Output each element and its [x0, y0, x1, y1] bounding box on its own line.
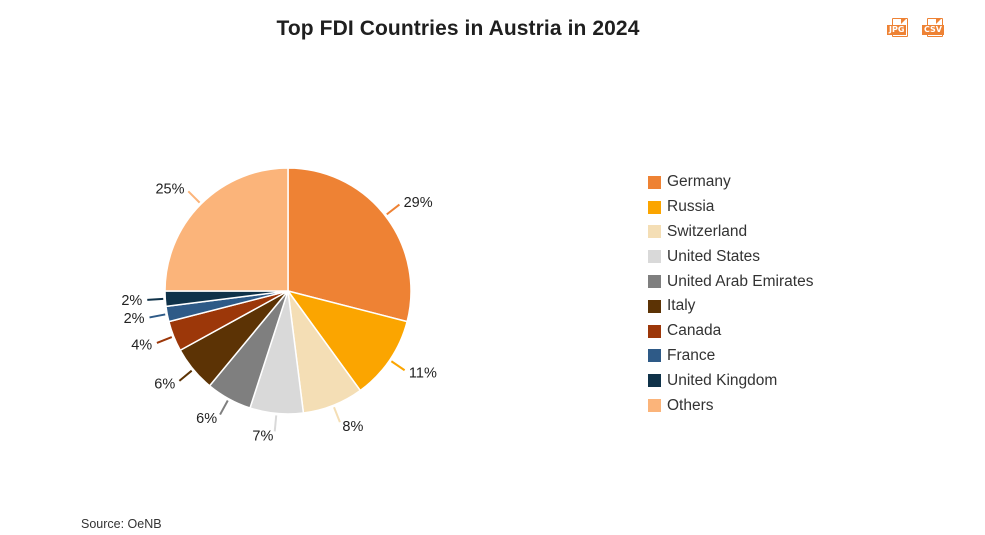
data-label-russia: 11%	[409, 366, 437, 382]
data-label-switzerland: 8%	[342, 419, 363, 435]
leader-line-switzerland	[333, 406, 341, 423]
chart-title: Top FDI Countries in Austria in 2024	[276, 17, 640, 40]
leader-line-france	[149, 313, 166, 319]
data-label-united-states: 7%	[252, 428, 273, 444]
legend-label: Others	[667, 396, 714, 414]
legend-label: France	[667, 346, 716, 364]
legend-label: Italy	[667, 297, 696, 315]
data-label-france: 2%	[124, 311, 145, 327]
export-toolbar: JPG CSV	[887, 18, 948, 39]
leader-line-canada	[156, 336, 173, 344]
leader-line-italy	[178, 369, 193, 382]
legend-item-others[interactable]: Others	[648, 393, 813, 418]
legend-item-france[interactable]: France	[648, 344, 813, 369]
legend-label: Canada	[667, 322, 722, 340]
legend-item-russia[interactable]: Russia	[648, 195, 813, 220]
legend-label: Russia	[667, 198, 715, 216]
pie-slice-germany[interactable]	[287, 167, 412, 323]
legend-label: United Kingdom	[667, 371, 778, 389]
legend-swatch	[648, 200, 661, 214]
legend-swatch	[648, 324, 661, 338]
data-label-united-arab-emirates: 6%	[196, 411, 217, 427]
leader-line-united-states	[273, 415, 278, 432]
chart-legend: Germany Russia Switzerland United States Uni…	[648, 170, 813, 418]
pie-slice-others[interactable]	[164, 167, 289, 292]
leader-line-others	[187, 190, 201, 204]
export-csv-label: CSV	[922, 25, 944, 35]
legend-item-italy[interactable]: Italy	[648, 294, 813, 319]
leader-line-russia	[390, 360, 406, 372]
export-jpg-button[interactable]: JPG	[887, 18, 913, 39]
source-note: Source: OeNB	[81, 517, 162, 531]
data-label-others: 25%	[155, 181, 184, 197]
legend-label: Switzerland	[667, 222, 748, 240]
legend-item-united-states[interactable]: United States	[648, 244, 813, 269]
legend-item-germany[interactable]: Germany	[648, 170, 813, 195]
legend-swatch	[648, 399, 661, 413]
legend-item-united-arab-emirates[interactable]: United Arab Emirates	[648, 269, 813, 294]
legend-swatch	[648, 175, 661, 189]
legend-swatch	[648, 225, 661, 239]
data-label-germany: 29%	[404, 195, 433, 211]
legend-swatch	[648, 299, 661, 313]
legend-label: United Arab Emirates	[667, 272, 814, 290]
legend-item-canada[interactable]: Canada	[648, 319, 813, 344]
data-label-italy: 6%	[154, 376, 175, 392]
data-label-canada: 4%	[131, 337, 152, 353]
legend-label: United States	[667, 247, 761, 265]
data-label-united-kingdom: 2%	[121, 293, 142, 309]
legend-swatch	[648, 374, 661, 388]
legend-label: Germany	[667, 173, 731, 191]
leader-line-germany	[386, 203, 401, 216]
legend-item-switzerland[interactable]: Switzerland	[648, 220, 813, 245]
legend-swatch	[648, 250, 661, 264]
export-jpg-label: JPG	[887, 25, 907, 35]
pie-slice-russia[interactable]	[286, 289, 409, 392]
legend-item-united-kingdom[interactable]: United Kingdom	[648, 368, 813, 393]
leader-line-united-kingdom	[147, 297, 164, 301]
legend-swatch	[648, 275, 661, 289]
legend-swatch	[648, 349, 661, 363]
leader-line-united-arab-emirates	[219, 400, 229, 416]
export-csv-button[interactable]: CSV	[922, 18, 948, 39]
